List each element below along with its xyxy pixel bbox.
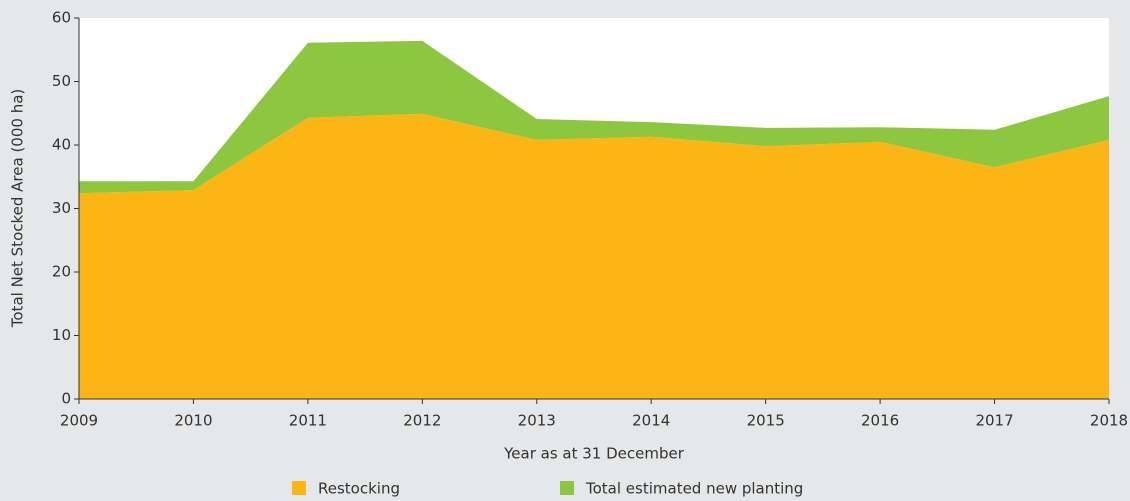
legend-label: Restocking (318, 480, 400, 498)
legend-swatch (560, 481, 574, 495)
y-tick-label: 60 (52, 9, 71, 27)
y-tick-label: 0 (61, 390, 71, 408)
x-tick-label: 2016 (861, 412, 899, 430)
y-tick-label: 30 (52, 199, 71, 217)
x-tick-label: 2014 (632, 412, 670, 430)
legend-swatch (292, 481, 306, 495)
x-tick-label: 2015 (747, 412, 785, 430)
x-tick-label: 2011 (289, 412, 327, 430)
area (79, 40, 1109, 194)
area (79, 113, 1109, 399)
y-axis-title: Total Net Stocked Area (000 ha) (9, 89, 27, 328)
x-tick-label: 2009 (60, 412, 98, 430)
x-tick-label: 2012 (403, 412, 441, 430)
y-tick-label: 10 (52, 326, 71, 344)
y-tick-label: 50 (52, 72, 71, 90)
x-tick-label: 2018 (1090, 412, 1128, 430)
x-axis-title: Year as at 31 December (503, 445, 685, 463)
x-tick-label: 2013 (518, 412, 556, 430)
x-tick-label: 2010 (174, 412, 212, 430)
y-tick-label: 20 (52, 263, 71, 281)
legend-label: Total estimated new planting (585, 480, 803, 498)
y-tick-label: 40 (52, 136, 71, 154)
x-tick-label: 2017 (975, 412, 1013, 430)
